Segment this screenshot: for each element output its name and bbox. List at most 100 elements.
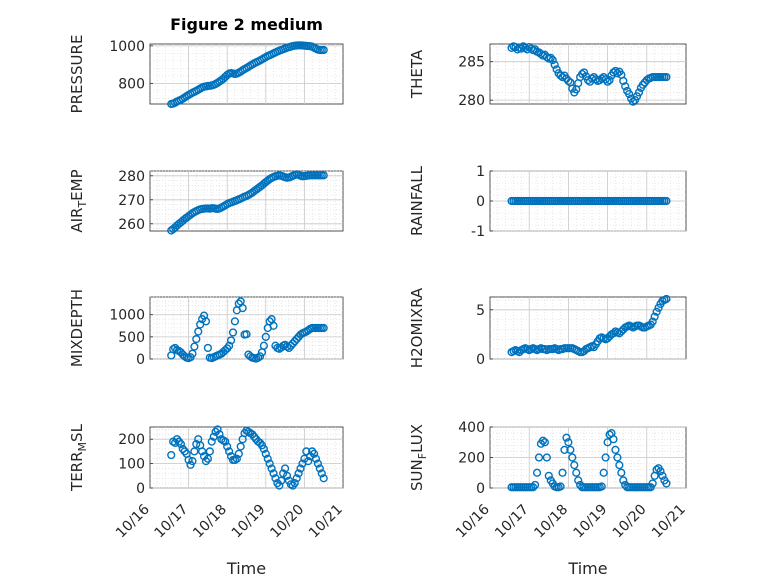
data-point <box>609 435 618 444</box>
data-point <box>658 471 667 480</box>
data-point <box>319 171 328 180</box>
data-point <box>225 341 234 350</box>
data-point <box>564 438 573 447</box>
data-point <box>540 438 549 447</box>
data-point <box>534 453 544 462</box>
data-point <box>234 449 243 458</box>
data-point <box>530 480 540 490</box>
data-point <box>560 445 569 454</box>
data-point <box>601 453 610 462</box>
data-point <box>615 461 624 470</box>
subplot-air-temp: 260 270 280 AIRTEMP <box>68 169 344 235</box>
data-point <box>230 317 240 326</box>
data-point <box>238 303 247 313</box>
data-point <box>198 447 207 456</box>
y-axis-label: TERRMSL <box>68 423 89 492</box>
y-tick-label: 280 <box>118 169 145 185</box>
data-point <box>570 461 579 470</box>
data-point <box>282 471 292 480</box>
data-point <box>319 323 328 333</box>
data-point <box>261 449 270 458</box>
y-axis-label: PRESSURE <box>68 35 86 114</box>
data-point <box>194 327 203 336</box>
axes-box <box>149 43 344 105</box>
data-point <box>558 468 567 477</box>
data-point <box>213 425 222 434</box>
data-point <box>568 84 577 93</box>
data-point <box>648 317 657 326</box>
data-point <box>192 334 201 344</box>
data-point <box>319 45 328 55</box>
data-point <box>652 307 661 316</box>
y-tick-label: 0 <box>136 352 145 368</box>
y-tick-label: 0 <box>476 352 485 368</box>
data-point <box>255 352 265 361</box>
y-tick-label: 800 <box>118 76 145 92</box>
data-point <box>521 43 530 52</box>
data-point <box>523 45 532 54</box>
subplot-h2omixra: 0 5 H2OMIXRA <box>408 287 687 368</box>
y-tick-label: 400 <box>458 420 485 436</box>
y-tick-label: 200 <box>458 451 485 467</box>
y-tick-label: 0 <box>476 194 485 210</box>
y-tick-label: 280 <box>458 93 485 109</box>
y-tick-label: 200 <box>118 432 145 448</box>
data-point <box>562 433 571 442</box>
data-point <box>544 471 553 480</box>
data-point <box>548 56 557 65</box>
x-axis-label: Time <box>567 559 607 578</box>
data-point <box>662 479 671 488</box>
data-point <box>267 464 276 473</box>
y-tick-label: 270 <box>118 193 145 209</box>
subplot-pressure: 800 1000 PRESSURE Figure 2 medium <box>68 15 344 114</box>
data-point <box>190 447 199 456</box>
data-point <box>662 294 671 304</box>
data-point <box>611 66 620 76</box>
y-tick-label: 285 <box>458 55 485 71</box>
chart-title: Figure 2 medium <box>170 15 323 34</box>
data-point <box>648 479 657 488</box>
data-point <box>201 317 211 326</box>
y-tick-label: -1 <box>471 224 485 240</box>
data-point <box>225 447 234 456</box>
subplot-mixdepth: 0 500 1000 MIXDEPTH <box>68 289 344 368</box>
data-point <box>190 342 199 351</box>
data-point <box>628 97 638 106</box>
data-point <box>603 77 612 86</box>
data-point <box>609 329 618 338</box>
data-point <box>192 439 201 449</box>
data-point <box>532 468 542 477</box>
data-point <box>232 454 241 463</box>
data-point <box>167 450 176 460</box>
y-axis-label: RAINFALL <box>408 165 426 236</box>
data-point <box>184 455 193 465</box>
y-axis-label: SUNFLUX <box>408 424 429 491</box>
axes-box <box>489 296 687 360</box>
data-point <box>315 464 324 473</box>
data-point <box>223 70 232 80</box>
data-point <box>529 483 538 492</box>
data-point <box>176 439 185 449</box>
data-series <box>167 425 328 490</box>
data-point <box>275 481 284 490</box>
data-point <box>550 60 559 69</box>
data-point <box>613 453 622 462</box>
data-series <box>507 42 671 106</box>
data-point <box>309 449 319 458</box>
data-point <box>203 343 213 353</box>
data-point <box>662 72 671 82</box>
data-point <box>313 459 323 468</box>
data-point <box>228 328 238 337</box>
data-point <box>281 464 290 473</box>
data-point <box>597 482 606 491</box>
data-point <box>221 437 230 446</box>
y-tick-label: 500 <box>118 330 145 346</box>
data-point <box>619 76 628 86</box>
data-series <box>167 170 328 235</box>
data-series <box>167 41 328 109</box>
data-point <box>613 69 622 78</box>
data-point <box>215 430 224 439</box>
data-series <box>507 294 671 357</box>
data-point <box>180 352 189 361</box>
